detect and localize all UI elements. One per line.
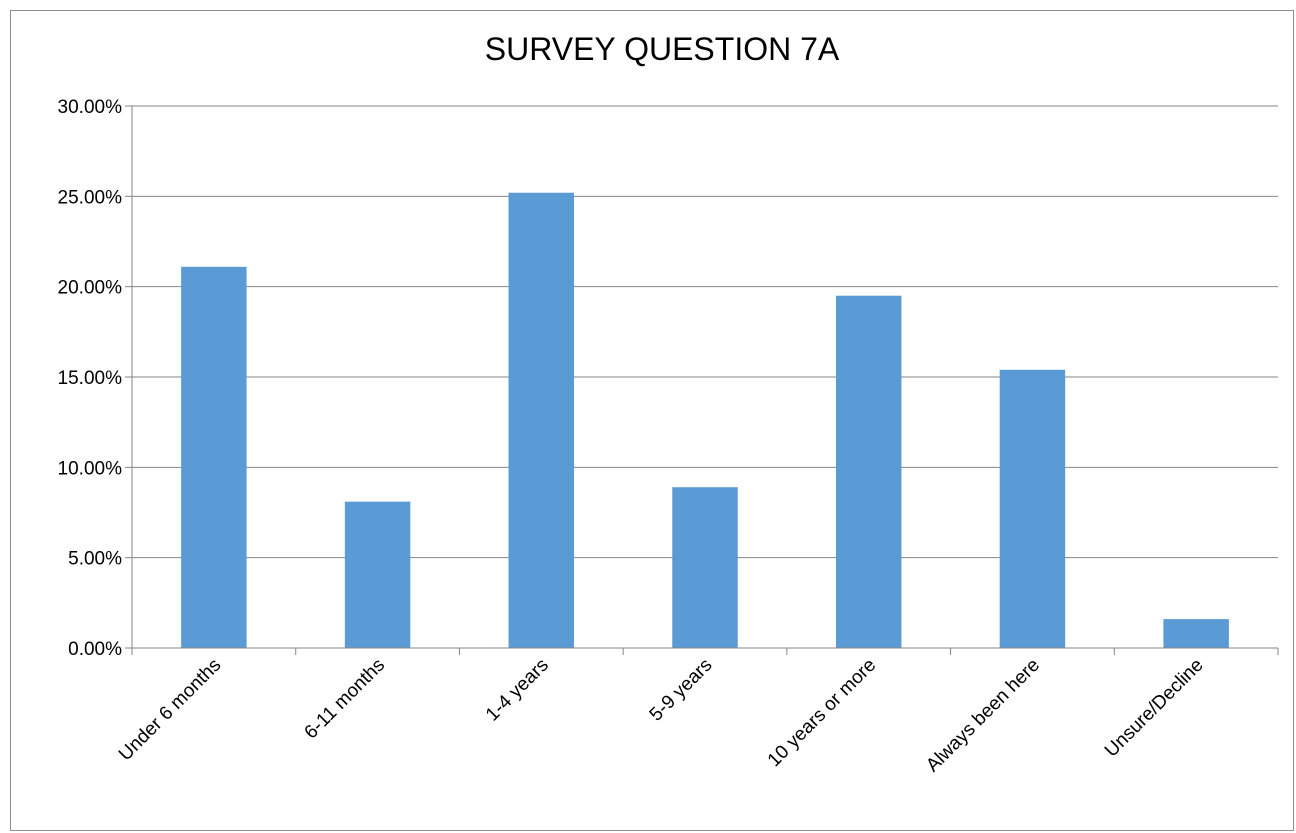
y-tick-label: 10.00% [58, 458, 123, 479]
x-tick-label: 6-11 months [301, 655, 390, 744]
bar [999, 369, 1066, 648]
x-tick-labels: Under 6 months 6-11 months 1-4 years 5-9 ye… [115, 655, 1208, 777]
y-tick-label: 30.00% [58, 97, 123, 118]
bar [344, 501, 411, 648]
y-tick-label: 15.00% [58, 368, 123, 389]
bar [508, 192, 575, 648]
bar [672, 487, 738, 648]
y-tick-labels: 0.00% 5.00% 10.00% 15.00% 20.00% 25.00% 30.00% [58, 97, 123, 660]
bar [181, 266, 247, 648]
chart-title: SURVEY QUESTION 7A [485, 31, 840, 67]
x-tick-label: 5-9 years [646, 655, 717, 726]
y-tick-label: 0.00% [68, 639, 122, 660]
x-tick-label: Always been here [922, 655, 1044, 777]
y-tick-label: 25.00% [58, 187, 123, 208]
y-tick-label: 20.00% [58, 278, 123, 299]
bars [181, 192, 1229, 648]
x-tick-label: Under 6 months [115, 655, 225, 765]
x-tick-label: Unsure/Decline [1101, 655, 1208, 762]
y-tick-label: 5.00% [68, 549, 122, 570]
x-tick-label: 1-4 years [482, 655, 553, 726]
axes [131, 106, 1279, 655]
gridlines [125, 105, 1278, 649]
x-tick-label: 10 years or more [764, 655, 880, 771]
bar [1163, 619, 1229, 648]
bar [835, 295, 902, 648]
